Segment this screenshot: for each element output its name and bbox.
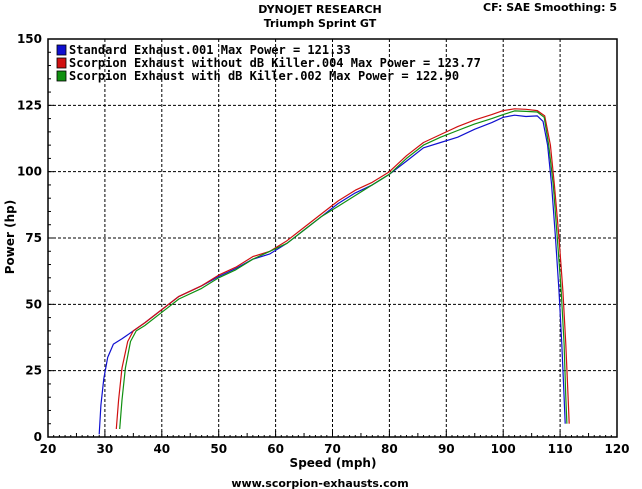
y-tick-label: 100 bbox=[17, 165, 42, 179]
x-tick-label: 70 bbox=[324, 442, 341, 456]
x-tick-label: 110 bbox=[548, 442, 573, 456]
chart-title: DYNOJET RESEARCH bbox=[258, 3, 381, 16]
legend: Standard Exhaust.001 Max Power = 121.33S… bbox=[56, 43, 481, 83]
series-layer bbox=[98, 108, 570, 435]
y-tick-label: 50 bbox=[25, 297, 42, 311]
series-line-2 bbox=[115, 108, 570, 430]
legend-label-1: Standard Exhaust.001 Max Power = 121.33 bbox=[69, 43, 351, 57]
y-tick-label: 150 bbox=[17, 32, 42, 46]
x-tick-label: 120 bbox=[604, 442, 629, 456]
x-tick-label: 80 bbox=[381, 442, 398, 456]
grid bbox=[48, 39, 617, 437]
footer-url: www.scorpion-exhausts.com bbox=[231, 477, 408, 489]
chart-subtitle: Triumph Sprint GT bbox=[264, 17, 377, 30]
x-tick-label: 60 bbox=[267, 442, 284, 456]
y-tick-label: 125 bbox=[17, 98, 42, 112]
legend-label-2: Scorpion Exhaust without dB Killer.004 M… bbox=[69, 56, 481, 70]
x-tick-label: 30 bbox=[97, 442, 114, 456]
x-tick-label: 40 bbox=[153, 442, 170, 456]
y-tick-label: 0 bbox=[34, 430, 42, 444]
x-axis-label: Speed (mph) bbox=[290, 456, 377, 470]
correction-smoothing-label: CF: SAE Smoothing: 5 bbox=[483, 1, 617, 14]
x-tick-label: 50 bbox=[210, 442, 227, 456]
series-line-3 bbox=[119, 110, 568, 430]
y-tick-label: 75 bbox=[25, 231, 42, 245]
x-tick-label: 100 bbox=[491, 442, 516, 456]
plot-frame bbox=[47, 38, 618, 438]
legend-swatch-3 bbox=[56, 70, 67, 82]
x-tick-label: 90 bbox=[438, 442, 455, 456]
y-tick-label: 25 bbox=[25, 364, 42, 378]
tick-labels: 20 30 40 50 60 70 80 90 100 110 120 0 25 50 75 100 125 15… bbox=[17, 32, 630, 456]
legend-label-3: Scorpion Exhaust with dB Killer.002 Max … bbox=[69, 69, 459, 83]
legend-swatch-2 bbox=[56, 57, 67, 69]
x-tick-label: 20 bbox=[40, 442, 57, 456]
y-axis-label: Power (hp) bbox=[3, 200, 17, 274]
legend-swatch-1 bbox=[56, 44, 67, 56]
